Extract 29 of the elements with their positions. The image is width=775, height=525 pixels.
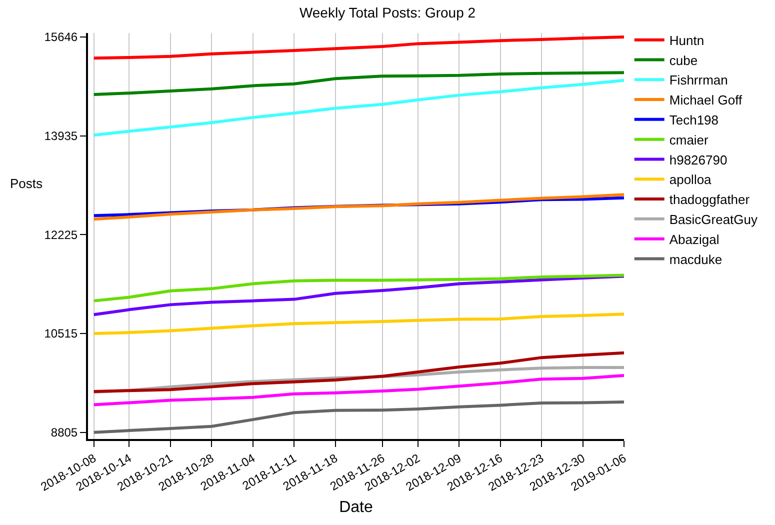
legend-label: Fishrrman xyxy=(669,72,728,88)
legend-label: Tech198 xyxy=(669,112,719,128)
chart-title: Weekly Total Posts: Group 2 xyxy=(299,4,476,21)
legend-label: Michael Goff xyxy=(669,92,742,108)
legend-label: BasicGreatGuy xyxy=(669,212,758,227)
line-series xyxy=(92,374,624,406)
y-tick-label: 8805 xyxy=(50,426,78,440)
x-axis-title: Date xyxy=(339,499,373,516)
legend-label: cmaier xyxy=(669,132,710,148)
line-series xyxy=(92,274,624,302)
legend-label: cube xyxy=(669,52,698,68)
legend-label: thadoggfather xyxy=(669,192,750,208)
legend-label: macduke xyxy=(669,252,722,267)
line-series xyxy=(92,78,624,137)
legend-label: Abazigal xyxy=(669,232,720,247)
y-tick-label: 10515 xyxy=(44,326,78,341)
line-series xyxy=(92,351,624,393)
y-tick-label: 15646 xyxy=(44,30,78,44)
y-tick-label: 13935 xyxy=(44,129,78,144)
y-tick-label: 12225 xyxy=(44,228,78,242)
line-series xyxy=(92,71,624,96)
legend-label: apolloa xyxy=(669,172,712,188)
legend-label: h9826790 xyxy=(669,152,728,168)
legend-label: Huntn xyxy=(669,32,704,48)
y-axis-title: Posts xyxy=(10,176,44,191)
line-series xyxy=(92,400,624,434)
line-series xyxy=(92,312,624,336)
line-series xyxy=(92,274,624,316)
line-series xyxy=(92,35,624,60)
